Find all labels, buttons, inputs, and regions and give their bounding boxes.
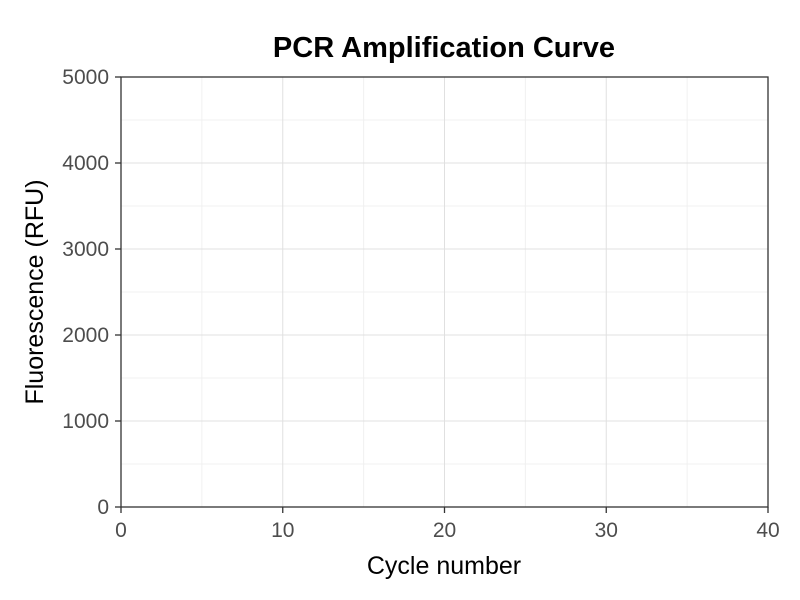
axis-ticks: 0 10 20 30 40 0 1000 2000 3000 4000 5000 (62, 66, 779, 542)
y-tick-label: 3000 (62, 238, 109, 261)
x-tick-label: 30 (595, 519, 618, 542)
x-tick-label: 40 (756, 519, 779, 542)
x-tick-label: 0 (115, 519, 127, 542)
y-tick-label: 4000 (62, 152, 109, 175)
chart-title: PCR Amplification Curve (273, 32, 615, 64)
y-tick-label: 1000 (62, 410, 109, 433)
grid (120, 76, 769, 508)
y-tick-label: 0 (97, 496, 109, 519)
x-tick-label: 20 (433, 519, 456, 542)
y-axis-label: Fluorescence (RFU) (21, 179, 49, 404)
y-tick-label: 2000 (62, 324, 109, 347)
y-tick-label: 5000 (62, 66, 109, 89)
x-tick-label: 10 (271, 519, 294, 542)
x-axis-label: Cycle number (367, 552, 521, 580)
